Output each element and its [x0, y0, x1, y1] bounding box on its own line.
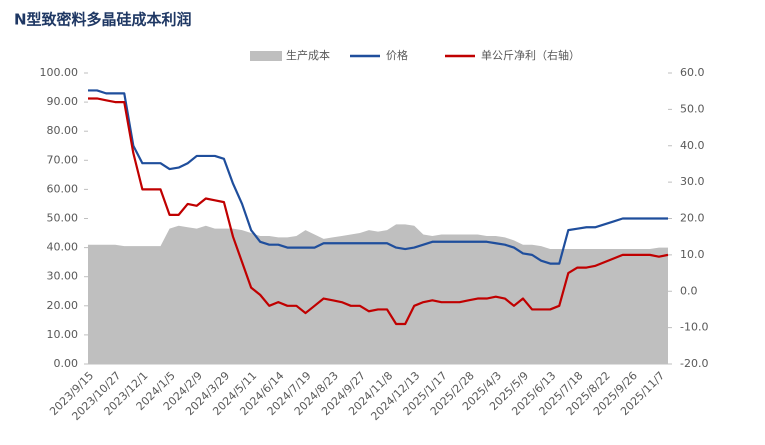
y2-tick-label: 60.0 [680, 66, 705, 79]
y-tick-label: 90.00 [47, 95, 79, 108]
y-tick-label: 60.00 [47, 182, 79, 195]
y-tick-label: 70.00 [47, 153, 79, 166]
y2-tick-label: 0.0 [680, 284, 698, 297]
y2-tick-label: 50.0 [680, 102, 705, 115]
line [88, 89, 668, 265]
y2-tick-label: -10.0 [680, 321, 708, 334]
line [88, 97, 669, 326]
y-tick-label: 80.00 [47, 124, 79, 137]
y-tick-label: 50.00 [47, 212, 79, 225]
area [88, 224, 668, 364]
y-tick-label: 100.00 [40, 66, 79, 79]
chart-title: N型致密料多晶硅成本利润 [14, 11, 192, 29]
legend-swatch [250, 51, 282, 61]
legend-label: 单公斤净利（右轴） [481, 48, 580, 62]
y-tick-label: 20.00 [47, 299, 79, 312]
y-tick-label: 30.00 [47, 270, 79, 283]
y2-tick-label: 30.0 [680, 175, 705, 188]
y2-tick-label: -20.0 [680, 357, 708, 370]
y-tick-label: 40.00 [47, 241, 79, 254]
legend-label: 生产成本 [286, 48, 330, 62]
y-tick-label: 0.00 [54, 357, 79, 370]
y2-tick-label: 40.0 [680, 139, 705, 152]
y2-tick-label: 20.0 [680, 212, 705, 225]
y2-tick-label: 10.0 [680, 248, 705, 261]
y-tick-label: 10.00 [47, 328, 79, 341]
legend-label: 价格 [386, 48, 408, 62]
